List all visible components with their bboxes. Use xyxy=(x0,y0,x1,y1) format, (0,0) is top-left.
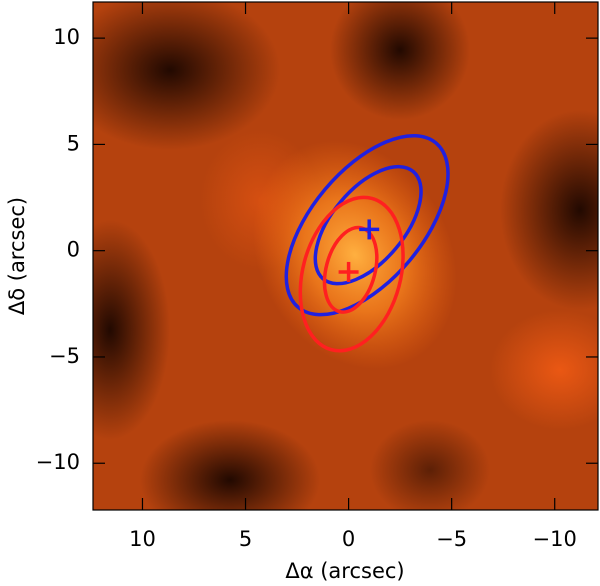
plot-frame xyxy=(92,1,599,511)
x-tick-label: 5 xyxy=(239,527,252,551)
x-tick-label: −5 xyxy=(436,527,467,551)
contour xyxy=(298,195,405,353)
y-tick-label: 10 xyxy=(53,25,80,49)
y-tick-label: 0 xyxy=(67,238,80,262)
y-axis-label: Δδ (arcsec) xyxy=(5,197,29,315)
y-tick-label: −5 xyxy=(49,344,80,368)
x-tick-label: −10 xyxy=(533,527,577,551)
y-tick-label: −10 xyxy=(36,450,80,474)
marker xyxy=(338,261,359,282)
x-axis-label: Δα (arcsec) xyxy=(285,559,404,583)
contour xyxy=(284,133,450,317)
x-tick-label: 0 xyxy=(342,527,355,551)
marker xyxy=(359,219,380,240)
y-tick-label: 5 xyxy=(67,131,80,155)
x-tick-label: 10 xyxy=(129,527,156,551)
